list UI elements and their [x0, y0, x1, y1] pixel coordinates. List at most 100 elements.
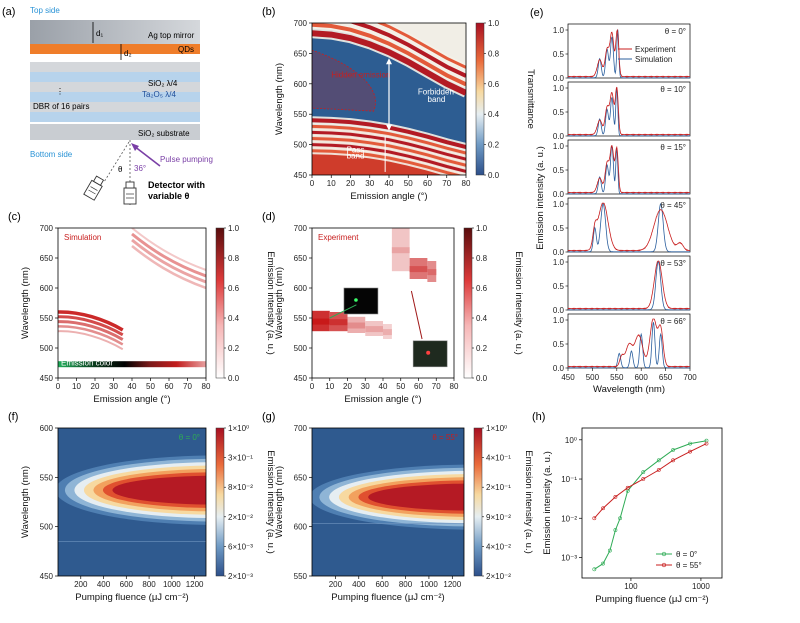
substrate-label: SiO₂ substrate [138, 129, 190, 138]
data-point [641, 477, 646, 481]
y-tick-label: 0.5 [553, 224, 565, 233]
x-tick-label: 1200 [186, 580, 204, 589]
band-fringe [376, 23, 466, 69]
x-axis-label: Pumping fluence (μJ cm⁻²) [75, 592, 188, 603]
legend-label: θ = 55° [676, 561, 702, 570]
band-fringe [312, 149, 463, 175]
x-tick-label: 0 [310, 179, 315, 188]
x-tick-label: 80 [202, 382, 211, 391]
x-tick-label: 800 [399, 580, 413, 589]
experiment-block-core [409, 266, 428, 273]
hidden-emission-region [312, 49, 376, 112]
colorbar-tick-label: 2×10⁻² [228, 513, 253, 522]
experiment-block-core [427, 269, 437, 276]
experiment-block-core [329, 319, 348, 326]
photo-green-inset [343, 287, 379, 315]
emission-fringe [131, 228, 206, 271]
x-tick-label: 80 [462, 179, 471, 188]
legend-simulation-label: Simulation [635, 55, 672, 64]
y-tick-label: 1.0 [553, 142, 565, 151]
green-spot [354, 298, 358, 302]
x-axis-label: Emission angle (°) [344, 394, 421, 405]
y-tick-label: 700 [40, 224, 54, 233]
y-tick-label: 0.5 [553, 50, 565, 59]
y-tick-label: 1.0 [553, 316, 565, 325]
substrate-layer [30, 124, 200, 140]
photo-red-inset [412, 340, 448, 368]
y-axis-label: Emission intensity (a. u.) [535, 146, 546, 249]
colorbar-tick-label: 0.8 [228, 254, 240, 263]
upper-passband [312, 23, 466, 89]
y-tick-label: 500 [40, 523, 54, 532]
ag-mirror-layer [30, 20, 200, 44]
arrowhead [386, 124, 392, 131]
colorbar-b [475, 22, 485, 176]
top-side-label: Top side [30, 6, 60, 15]
detector-tilted-icon [83, 175, 105, 201]
colorbar-tick-label: 1.0 [488, 19, 500, 28]
simulation-series-line [568, 322, 690, 369]
y-tick-label: 1.0 [553, 84, 565, 93]
x-tick-label: 0 [310, 382, 315, 391]
pulse-pumping-label: Pulse pumping [160, 155, 213, 164]
x-tick-label: 600 [635, 373, 649, 382]
experiment-block-core [391, 247, 410, 254]
bottom-side-label: Bottom side [30, 150, 73, 159]
colorbar-f [215, 427, 225, 577]
d2-label: d₂ [124, 49, 132, 58]
x-tick-label: 500 [586, 373, 600, 382]
y-tick-label: 600 [294, 284, 308, 293]
y-tick-label: 450 [40, 572, 54, 581]
colorbar-tick-label: 0.6 [228, 284, 240, 293]
spectrum-frame [567, 313, 691, 369]
dbr-layer [30, 102, 200, 112]
x-axis-label: Emission angle (°) [93, 394, 170, 405]
colorbar-tick-label: 9×10⁻² [486, 513, 511, 522]
y-tick-label: 0.0 [553, 132, 565, 141]
y-tick-label: 1.0 [553, 26, 565, 35]
colorbar-tick-label: 0.8 [476, 254, 488, 263]
colorbar-tick-label: 0.0 [476, 374, 488, 383]
data-point [641, 470, 646, 475]
theta-label: θ = 15° [660, 143, 686, 152]
panel-e-letter: (e) [530, 7, 543, 19]
data-point [656, 468, 661, 472]
intensity-contour [368, 483, 464, 511]
detector-label-line2: variable θ [148, 191, 190, 201]
x-tick-label: 20 [91, 382, 100, 391]
y-tick-label: 0.0 [553, 74, 565, 83]
detector-label-line1: Detector with [148, 180, 205, 190]
y-tick-label: 450 [40, 374, 54, 383]
colorbar-tick-label: 0.8 [488, 49, 500, 58]
panel-e: (e) 0.0 0.5 1.0 θ = 0° 0.0 0.5 1.0 θ = 10° 0.0 0.5… [530, 7, 697, 395]
x-tick-label: 0 [56, 382, 61, 391]
colorbar-tick-label: 0.4 [488, 110, 500, 119]
simulation-series-line [568, 145, 690, 195]
band-fringe [312, 137, 466, 167]
x-tick-label: 800 [142, 580, 156, 589]
colorbar-label: Transmittance [525, 69, 536, 129]
x-tick-label: 70 [432, 382, 441, 391]
y-tick-label: 0.5 [553, 108, 565, 117]
data-point [656, 458, 661, 463]
detector-normal-icon [123, 181, 137, 205]
y-tick-label: 0.5 [553, 340, 565, 349]
y-tick-label: 0.5 [553, 166, 565, 175]
simulation-series-line [568, 260, 690, 311]
experiment-series-line [567, 86, 691, 136]
legend-marker [661, 562, 667, 568]
colorbar-tick-label: 0.2 [488, 141, 500, 150]
colorbar-d [463, 227, 473, 379]
y-tick-label: 10⁻¹ [561, 475, 577, 484]
colorbar-tick-label: 0.4 [476, 314, 488, 323]
experiment-block-core [383, 329, 392, 336]
dbr-stack [30, 62, 200, 122]
emission-fringe [58, 320, 124, 341]
x-tick-label: 30 [365, 179, 374, 188]
colorbar-tick-label: 2×10⁻³ [228, 572, 253, 581]
y-axis-label: Emission intensity (a. u.) [542, 451, 553, 554]
theta-label: θ = 0° [665, 27, 686, 36]
colorbar-tick-label: 4×10⁻² [486, 542, 511, 551]
hidden-emission-label: Hidden emission [331, 71, 390, 80]
x-tick-label: 40 [379, 382, 388, 391]
